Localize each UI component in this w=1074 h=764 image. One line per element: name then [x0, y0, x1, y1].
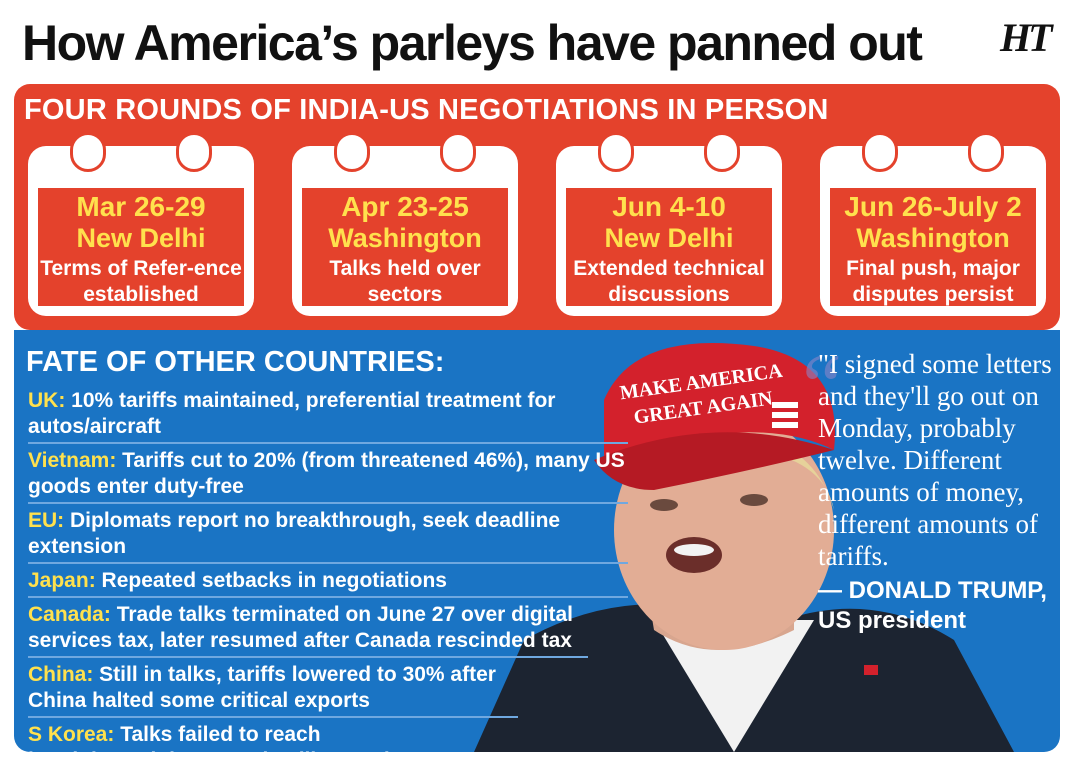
round-description: Talks held over sectors — [329, 257, 481, 306]
calendar-ring-icon — [70, 132, 106, 172]
round-description: Terms of Refer-ence established — [40, 257, 242, 306]
calendar-ring-icon — [968, 132, 1004, 172]
countries-heading: FATE OF OTHER COUNTRIES: — [26, 346, 445, 378]
round-description: Final push, major disputes persist — [846, 257, 1020, 306]
quote-attribution: — DONALD TRUMP, US president — [818, 576, 1047, 636]
calendar-card-round-1: Mar 26-29 New Delhi Terms of Refer-ence … — [28, 132, 254, 316]
round-description: Extended technical discussions — [573, 257, 765, 306]
round-city: Washington — [328, 223, 482, 253]
publication-logo: HT — [1000, 15, 1053, 60]
calendar-ring-icon — [598, 132, 634, 172]
calendar-ring-icon — [862, 132, 898, 172]
countries-list: UK: 10% tariffs maintained, preferential… — [28, 388, 628, 752]
trump-quote: "I signed some letters and they'll go ou… — [818, 349, 1052, 571]
country-item-japan: Japan: Repeated setbacks in negotiations — [28, 568, 628, 598]
round-city: New Delhi — [76, 223, 206, 253]
quote-mark-icon: “ — [802, 337, 842, 436]
countries-panel: MAKE AMERICA GREAT AGAIN FATE OF OTHER C… — [14, 330, 1060, 752]
country-item-canada: Canada: Trade talks terminated on June 2… — [28, 602, 588, 658]
calendar-card-round-4: Jun 26-July 2 Washington Final push, maj… — [820, 132, 1046, 316]
quote-speaker: — DONALD TRUMP, — [818, 577, 1047, 604]
calendar-ring-icon — [176, 132, 212, 172]
round-date: Mar 26-29 — [76, 191, 206, 222]
round-city: New Delhi — [604, 223, 734, 253]
calendar-ring-icon — [334, 132, 370, 172]
country-item-eu: EU: Diplomats report no breakthrough, se… — [28, 508, 628, 564]
calendar-ring-icon — [440, 132, 476, 172]
round-date: Jun 4-10 — [612, 191, 726, 222]
calendar-card-round-3: Jun 4-10 New Delhi Extended technical di… — [556, 132, 782, 316]
calendar-ring-icon — [704, 132, 740, 172]
round-date: Apr 23-25 — [341, 191, 469, 222]
rounds-heading: FOUR ROUNDS OF INDIA-US NEGOTIATIONS IN … — [24, 94, 829, 126]
country-item-uk: UK: 10% tariffs maintained, preferential… — [28, 388, 628, 444]
page-title: How America’s parleys have panned out — [22, 15, 923, 71]
quote-role: US president — [818, 607, 967, 634]
calendar-card-round-2: Apr 23-25 Washington Talks held over sec… — [292, 132, 518, 316]
country-item-s-korea: S Korea: Talks failed to reach breakthro… — [28, 723, 421, 752]
country-item-china: China: Still in talks, tariffs lowered t… — [28, 662, 518, 718]
round-date: Jun 26-July 2 — [844, 191, 1022, 222]
rounds-panel: FOUR ROUNDS OF INDIA-US NEGOTIATIONS IN … — [14, 84, 1060, 330]
round-city: Washington — [856, 223, 1010, 253]
trump-photo: MAKE AMERICA GREAT AGAIN — [474, 343, 1014, 752]
country-item-vietnam: Vietnam: Tariffs cut to 20% (from threat… — [28, 448, 628, 504]
